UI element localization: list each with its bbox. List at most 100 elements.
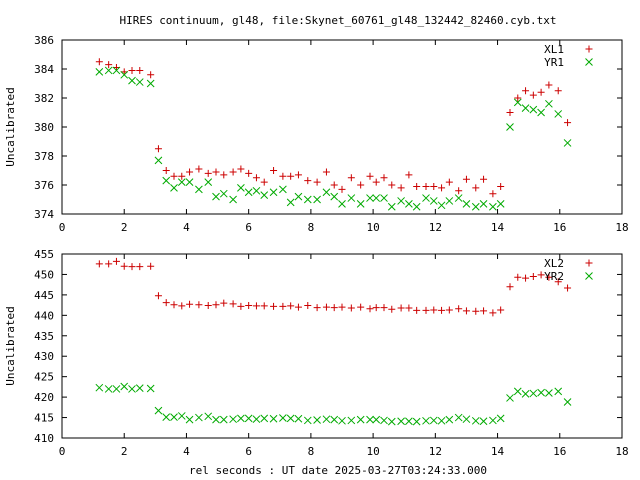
data-point — [472, 184, 480, 192]
y-tick-label: 374 — [34, 208, 54, 221]
data-point — [372, 304, 380, 312]
data-point — [170, 172, 178, 180]
data-point — [105, 61, 113, 69]
data-point — [529, 91, 537, 99]
data-point — [269, 188, 278, 197]
data-point — [537, 88, 545, 96]
data-point — [322, 415, 331, 424]
data-point — [347, 304, 355, 312]
legend-marker — [585, 45, 593, 53]
data-point — [177, 178, 186, 186]
data-point — [154, 292, 162, 300]
data-point — [445, 178, 453, 186]
data-point — [330, 181, 338, 189]
y-tick-label: 386 — [34, 34, 54, 47]
y-tick-label: 380 — [34, 121, 54, 134]
data-point — [366, 305, 374, 313]
data-point — [480, 307, 488, 315]
data-point — [489, 202, 497, 211]
data-point — [244, 414, 253, 423]
data-point — [112, 385, 121, 393]
data-point — [545, 81, 553, 89]
data-point — [260, 414, 269, 423]
data-point — [497, 306, 505, 314]
x-tick-label: 2 — [121, 445, 128, 458]
data-point — [422, 416, 430, 425]
data-point — [212, 415, 220, 424]
data-point — [521, 104, 530, 113]
data-point — [387, 417, 396, 426]
data-point — [445, 197, 454, 205]
y-tick-label: 384 — [34, 63, 54, 76]
data-point — [330, 304, 338, 312]
x-tick-label: 8 — [308, 221, 315, 234]
panel-top: Uncalibrated 0 2 4 6 8 10 12 14 16 18 374 376 378 380… — [4, 34, 629, 234]
data-point — [564, 119, 572, 127]
data-point — [95, 58, 103, 66]
data-point — [330, 415, 339, 424]
data-point — [513, 98, 522, 107]
data-point — [313, 304, 321, 312]
data-point — [204, 302, 212, 310]
data-point — [537, 388, 545, 397]
data-point — [380, 304, 388, 312]
x-tick-label: 18 — [615, 445, 628, 458]
data-point — [104, 66, 113, 75]
data-point — [162, 176, 171, 185]
data-point — [437, 201, 446, 210]
data-point — [294, 303, 302, 311]
data-point — [195, 301, 203, 309]
data-point — [388, 305, 396, 313]
x-tick-label: 16 — [553, 445, 566, 458]
data-point — [462, 175, 470, 183]
data-point — [252, 302, 260, 310]
data-point — [372, 194, 381, 202]
data-point — [105, 260, 113, 268]
data-point — [229, 300, 237, 308]
axis-ticks: 0 2 4 6 8 10 12 14 16 18 410 415 420 425 430 435 440 445 4… — [34, 248, 629, 458]
x-tick-label: 4 — [183, 445, 190, 458]
legend-label: XL2 — [544, 257, 564, 270]
data-point — [136, 66, 144, 74]
chart-title: HIRES continuum, gl48, file:Skynet_60761… — [119, 14, 556, 27]
x-tick-label: 10 — [366, 221, 379, 234]
data-point — [372, 415, 381, 424]
data-point — [521, 389, 530, 398]
data-point — [429, 197, 438, 205]
data-point — [554, 278, 562, 286]
data-point — [178, 302, 186, 310]
data-point — [252, 415, 261, 424]
data-point — [162, 299, 170, 307]
legend-label: XL1 — [544, 43, 564, 56]
data-point — [147, 71, 155, 79]
data-point — [537, 271, 545, 279]
data-point — [564, 284, 572, 292]
data-point — [545, 389, 553, 397]
x-tick-label: 14 — [491, 221, 505, 234]
x-tick-label: 4 — [183, 221, 190, 234]
data-point — [112, 66, 121, 75]
data-point — [366, 194, 374, 202]
data-point — [147, 262, 155, 270]
data-point — [545, 99, 553, 108]
data-point — [304, 177, 312, 185]
data-point — [186, 168, 194, 176]
data-point — [405, 171, 413, 179]
data-point — [497, 182, 505, 190]
data-point — [529, 389, 538, 398]
data-point — [397, 304, 405, 312]
data-point — [286, 414, 295, 423]
data-point — [135, 384, 144, 392]
data-point — [229, 168, 237, 176]
data-point — [471, 416, 480, 425]
y-tick-label: 455 — [34, 248, 54, 261]
data-point — [412, 417, 421, 426]
data-point — [229, 415, 237, 424]
y-tick-label: 440 — [34, 309, 54, 322]
data-point — [554, 87, 562, 95]
x-tick-label: 10 — [366, 445, 379, 458]
data-point — [186, 300, 194, 308]
data-point — [366, 172, 374, 180]
data-point — [170, 413, 178, 422]
